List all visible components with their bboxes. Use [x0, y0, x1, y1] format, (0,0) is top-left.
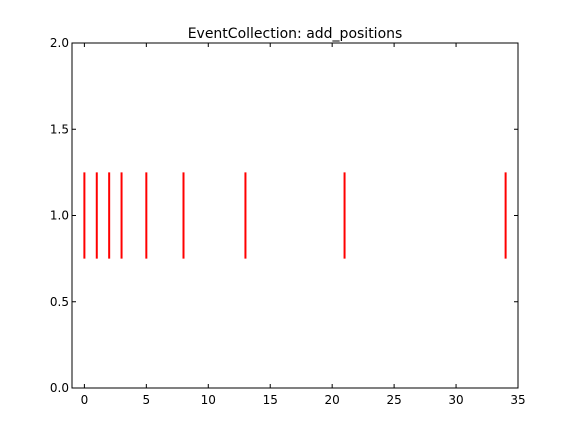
x-tick-label: 35	[510, 393, 525, 407]
y-axis: 0.0 0.5 1.0 1.5 2.0	[50, 36, 518, 395]
x-tick-label: 30	[448, 393, 463, 407]
x-tick-label: 25	[386, 393, 401, 407]
plot-area	[71, 42, 519, 389]
event-series	[83, 172, 507, 259]
x-tick-label: 20	[325, 393, 340, 407]
chart-title: EventCollection: add_positions	[188, 26, 403, 42]
y-tick-label: 1.0	[50, 209, 69, 223]
y-tick-label: 1.5	[50, 122, 69, 136]
x-tick-label: 15	[263, 393, 278, 407]
y-tick-label: 0.5	[50, 295, 69, 309]
x-axis: 0 5 10 15 20 25 30 35	[81, 43, 526, 407]
x-tick-label: 0	[81, 393, 89, 407]
y-tick-label: 0.0	[50, 381, 69, 395]
x-tick-label: 5	[143, 393, 151, 407]
x-tick-label: 10	[201, 393, 216, 407]
y-tick-label: 2.0	[50, 36, 69, 50]
